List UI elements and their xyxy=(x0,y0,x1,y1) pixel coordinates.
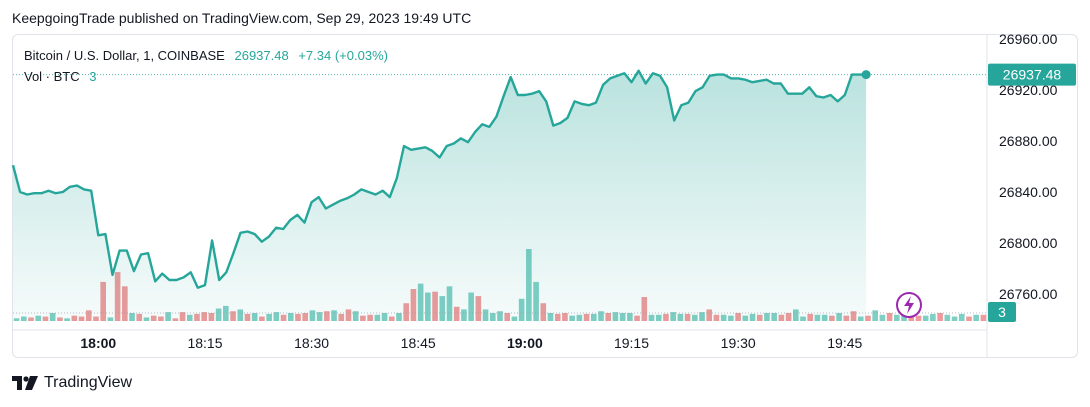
price-badge xyxy=(988,63,1076,86)
volume-bar xyxy=(886,313,893,321)
volume-bar xyxy=(915,315,922,321)
price-area xyxy=(13,70,867,321)
volume-bar xyxy=(922,315,929,321)
y-tick-label: 26800.00 xyxy=(999,235,1058,251)
volume-bar xyxy=(958,313,965,321)
price-badge-label: 26937.48 xyxy=(1003,67,1062,83)
volume-legend[interactable]: Vol · BTC 3 xyxy=(24,69,96,84)
y-tick-label: 26840.00 xyxy=(999,184,1058,200)
volume-label: Vol · BTC xyxy=(24,69,80,84)
x-tick-label: 18:45 xyxy=(401,335,436,351)
y-tick-label: 26760.00 xyxy=(999,286,1058,302)
volume-bar xyxy=(865,315,871,321)
volume-bar xyxy=(951,316,958,321)
volume-badge-label: 3 xyxy=(998,304,1006,320)
x-tick-label: 19:00 xyxy=(507,335,543,351)
tradingview-logo-icon xyxy=(12,376,38,390)
tradingview-brand[interactable]: TradingView xyxy=(12,374,132,392)
x-tick-label: 19:30 xyxy=(721,335,756,351)
symbol-legend[interactable]: Bitcoin / U.S. Dollar, 1, COINBASE 26937… xyxy=(24,48,388,63)
price-line xyxy=(11,69,867,289)
lightning-icon-bolt xyxy=(904,296,914,314)
symbol-name: Bitcoin / U.S. Dollar, 1, COINBASE xyxy=(24,48,225,63)
volume-bar xyxy=(872,310,878,321)
x-tick-label: 18:30 xyxy=(294,335,329,351)
price-change: +7.34 (+0.03%) xyxy=(298,48,388,63)
last-price-dot xyxy=(861,70,871,80)
x-tick-label: 18:15 xyxy=(187,335,222,351)
y-tick-label: 26960.00 xyxy=(999,31,1058,47)
volume-bar xyxy=(879,314,886,321)
x-tick-label: 19:45 xyxy=(827,335,862,351)
volume-bar xyxy=(980,314,987,321)
y-tick-label: 26880.00 xyxy=(999,133,1058,149)
chart-panel[interactable] xyxy=(12,34,1078,358)
x-tick-label: 19:15 xyxy=(614,335,649,351)
volume-bar xyxy=(894,314,900,321)
brand-name: TradingView xyxy=(44,374,133,391)
volume-bar xyxy=(937,313,943,321)
x-tick-label: 18:00 xyxy=(80,335,116,351)
published-caption: KeepgoingTrade published on TradingView.… xyxy=(12,10,472,26)
volume-bar xyxy=(930,313,936,321)
volume-value: 3 xyxy=(89,69,97,84)
volume-bar xyxy=(944,314,951,321)
volume-bar xyxy=(966,316,972,321)
last-price: 26937.48 xyxy=(234,48,289,63)
y-tick-label: 26920.00 xyxy=(999,82,1058,98)
volume-bar xyxy=(973,314,979,321)
volume-badge xyxy=(988,302,1016,322)
